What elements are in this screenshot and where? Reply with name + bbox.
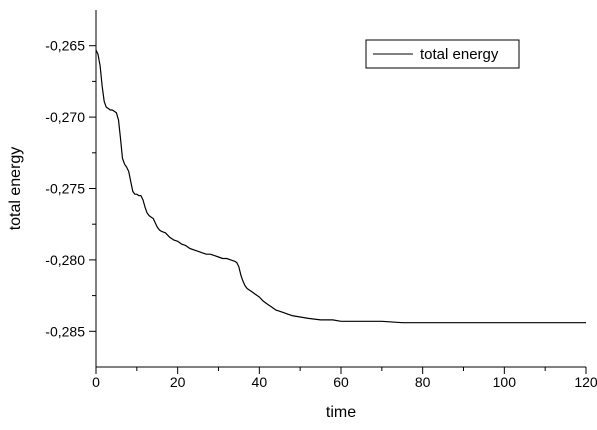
plot-area: [95, 49, 586, 324]
y-tick-label: -0,270: [45, 109, 85, 125]
y-axis-title: total energy: [7, 147, 24, 231]
legend: total energy: [365, 39, 520, 69]
y-tick-label: -0,275: [45, 181, 85, 197]
x-tick-label: 100: [493, 374, 517, 390]
x-tick-label: 120: [574, 374, 597, 390]
axes: 0 20 40 60 80 100 120 -0,265 -0,270 -0,275 -0,280…: [45, 10, 597, 390]
x-tick-label: 80: [415, 374, 431, 390]
x-axis-title: time: [326, 404, 356, 421]
legend-label: total energy: [420, 46, 499, 63]
x-tick-label: 40: [252, 374, 268, 390]
y-tick-label: -0,285: [45, 323, 85, 339]
x-tick-label: 20: [170, 374, 186, 390]
x-tick-label: 0: [92, 374, 100, 390]
y-tick-label: -0,265: [45, 38, 85, 54]
x-axis-ticks: 0 20 40 60 80 100 120: [92, 367, 597, 390]
y-tick-label: -0,280: [45, 252, 85, 268]
y-axis-ticks: -0,265 -0,270 -0,275 -0,280 -0,285: [45, 38, 96, 339]
x-tick-label: 60: [333, 374, 349, 390]
series-line-total-energy: [95, 49, 586, 324]
